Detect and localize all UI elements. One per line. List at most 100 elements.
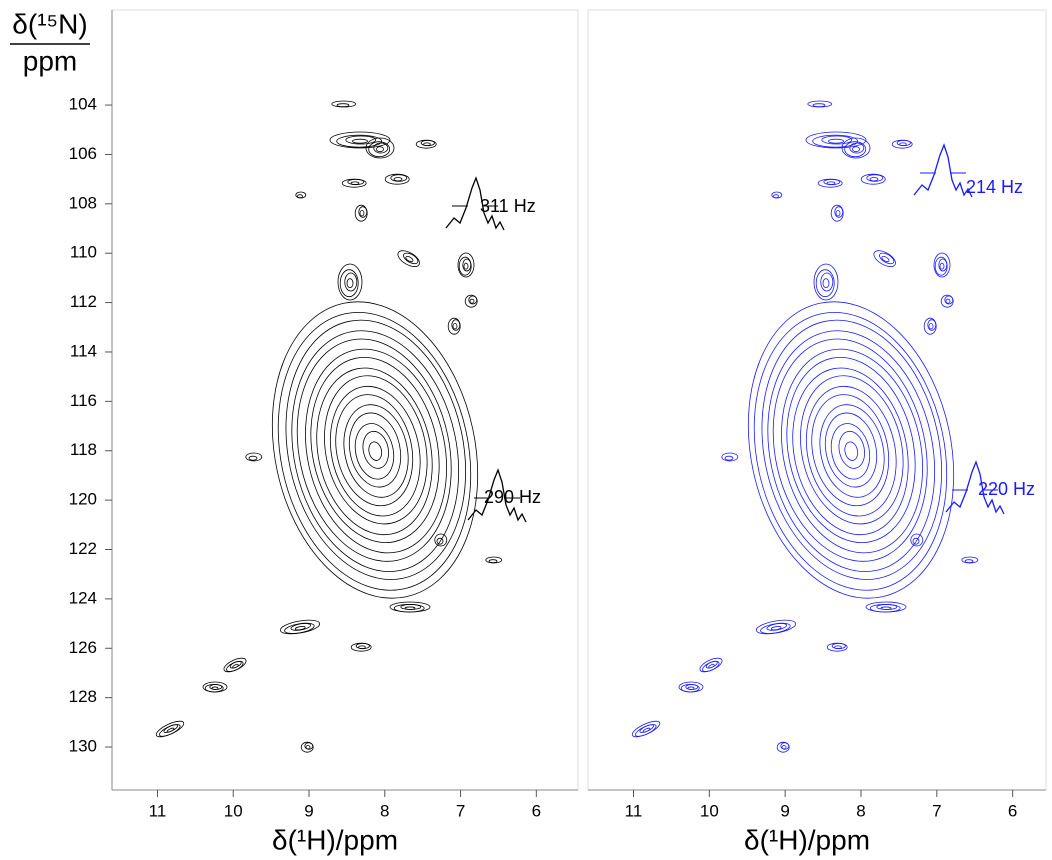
contour-line <box>805 385 897 517</box>
contour-line <box>373 142 389 154</box>
contour-line <box>792 367 909 536</box>
contour-line <box>368 141 391 158</box>
x-tick-label: 11 <box>149 801 167 820</box>
contour-line <box>771 191 783 199</box>
y-tick-label: 104 <box>69 95 97 114</box>
contour-line <box>838 430 866 469</box>
contour-line <box>248 455 258 461</box>
contour-line <box>961 556 979 564</box>
contour-line <box>300 741 314 753</box>
y-tick-label: 110 <box>70 243 97 262</box>
contour-line <box>964 559 974 564</box>
contour-line <box>923 317 937 335</box>
contour-line <box>933 252 951 278</box>
contour-line <box>329 385 421 517</box>
contour-line <box>339 269 359 298</box>
contour-line <box>488 559 498 564</box>
contour-line <box>830 204 844 222</box>
contour-line <box>844 441 859 461</box>
contours <box>155 100 503 753</box>
contour-line <box>781 745 787 750</box>
contour-line <box>805 131 867 149</box>
contour-line <box>277 312 472 591</box>
contour-line <box>331 100 357 108</box>
contour-line <box>344 272 358 292</box>
contour-line <box>296 338 452 562</box>
contour-line <box>772 338 928 562</box>
contour-line <box>835 210 841 217</box>
contour-line <box>305 745 311 750</box>
contour-line <box>359 210 365 217</box>
contour-line <box>767 330 936 572</box>
contour-line <box>245 452 263 462</box>
contour-line <box>271 301 479 599</box>
contour-line <box>403 252 419 265</box>
y-axis-unit: ppm <box>23 45 77 76</box>
contour-line <box>350 642 372 652</box>
contour-line <box>336 134 383 148</box>
slice-trace <box>467 468 527 523</box>
contour-line <box>820 272 834 292</box>
contour-line <box>873 250 896 267</box>
contour-line <box>464 294 478 308</box>
contour-line <box>354 423 395 480</box>
contour-line <box>761 319 943 580</box>
contour-line <box>724 455 734 461</box>
contour-line <box>776 741 790 753</box>
contour-line <box>345 135 377 145</box>
contour-line <box>291 330 460 572</box>
contour-line <box>828 138 844 144</box>
contour-line <box>348 412 402 488</box>
y-axis-label: δ(¹⁵N) <box>12 8 87 39</box>
contour-line <box>881 255 890 263</box>
contour-line <box>821 135 853 145</box>
contour-line <box>631 720 661 738</box>
contour-line <box>285 319 467 580</box>
plot-frame <box>587 9 1047 791</box>
contour-line <box>337 263 363 301</box>
x-tick-label: 6 <box>1008 801 1017 820</box>
contour-line <box>324 375 428 525</box>
contour-line <box>384 173 410 185</box>
contour-line <box>415 139 437 149</box>
contour-line <box>841 137 871 159</box>
contour-line <box>934 256 948 276</box>
x-tick-label: 10 <box>700 801 719 820</box>
y-tick-label: 128 <box>69 687 97 706</box>
contour-line <box>329 131 391 149</box>
contour-line <box>852 146 860 153</box>
contour-line <box>824 412 878 488</box>
contour-line <box>469 298 475 304</box>
y-tick-label: 116 <box>70 391 97 410</box>
contour-line <box>343 404 409 498</box>
contour-line <box>773 194 779 199</box>
contour-line <box>457 252 475 278</box>
contour-line <box>458 256 472 276</box>
contour-line <box>346 278 354 289</box>
y-tick-label: 130 <box>69 737 97 756</box>
y-tick-label: 112 <box>70 292 97 311</box>
contour-line <box>860 173 886 185</box>
contour-line <box>928 323 934 330</box>
x-tick-label: 11 <box>625 801 643 820</box>
y-tick-label: 126 <box>69 638 97 657</box>
contours <box>631 100 979 753</box>
x-tick-label: 8 <box>380 801 389 820</box>
contour-line <box>753 312 948 591</box>
contour-line <box>279 619 321 635</box>
contour-line <box>376 146 384 153</box>
y-tick-label: 108 <box>69 193 97 212</box>
contour-line <box>817 178 843 188</box>
contour-line <box>390 174 408 182</box>
contour-line <box>822 278 830 289</box>
contour-line <box>912 537 920 545</box>
contour-line <box>721 452 739 462</box>
contour-line <box>678 681 704 693</box>
contour-line <box>755 619 797 635</box>
contour-line <box>830 423 871 480</box>
contour-line <box>354 204 368 222</box>
contour-line <box>849 142 865 154</box>
contour-line <box>341 178 367 188</box>
linewidth-annotation: 290 Hz <box>484 487 541 507</box>
